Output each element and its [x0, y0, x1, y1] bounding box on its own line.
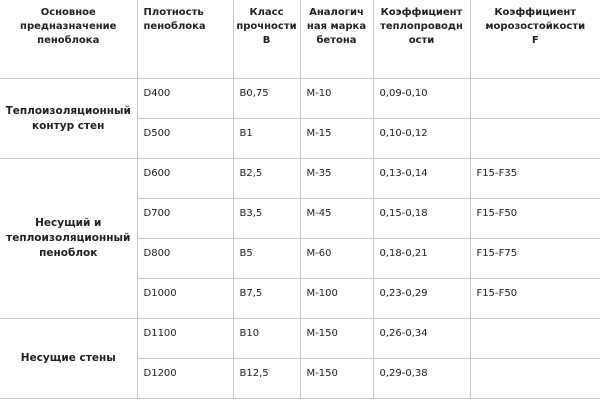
- grade-cell: М-100: [299, 278, 374, 319]
- grade-cell: М-60: [299, 238, 374, 279]
- column-header: Коэффициент теплопроводн ости: [372, 0, 471, 79]
- frost-cell: [469, 358, 600, 399]
- strength-cell: В10: [232, 318, 301, 359]
- header-row: Основное предназначение пеноблока Плотность…: [0, 0, 600, 79]
- strength-cell: В2,5: [232, 158, 301, 199]
- density-cell: D1000: [137, 278, 234, 319]
- header-line: пеноблока: [37, 35, 100, 46]
- table-row: D700 В3,5 М-45 0,15-0,18 F15-F50: [0, 198, 600, 239]
- table-row: D800 В5 М-60 0,18-0,21 F15-F75: [0, 238, 600, 279]
- conductivity-cell: 0,29-0,38: [372, 358, 471, 399]
- header-line: Коэффициент: [380, 7, 463, 18]
- grade-cell: М-45: [299, 198, 374, 239]
- density-cell: D400: [136, 78, 234, 119]
- header-line: Плотность: [143, 7, 204, 18]
- density-cell: D1200: [137, 358, 234, 399]
- column-header: Аналогич ная марка бетона: [299, 0, 374, 79]
- header-line: бетона: [316, 35, 357, 46]
- group-label: Теплоизоляционный контур стен: [0, 78, 138, 159]
- grade-cell: М-15: [299, 118, 374, 159]
- frost-cell: [469, 118, 600, 159]
- table-row: Несущий и теплоизоляционный пеноблок D600…: [0, 158, 600, 319]
- strength-cell: В12,5: [232, 358, 301, 399]
- group-label: Несущий и теплоизоляционный пеноблок: [0, 158, 138, 319]
- frost-cell: [469, 318, 600, 359]
- column-header: Коэффициент морозостойкости F: [469, 0, 600, 79]
- strength-cell: В7,5: [232, 278, 301, 319]
- strength-cell: В1: [232, 118, 301, 159]
- header-line: F: [531, 35, 539, 46]
- density-cell: D700: [137, 198, 234, 239]
- column-header: Класс прочности В: [232, 0, 301, 79]
- header-line: Основное: [40, 7, 96, 18]
- header-line: В: [262, 35, 271, 46]
- frost-cell: F15-F75: [469, 238, 600, 279]
- header-line: ости: [408, 35, 435, 46]
- grade-cell: М-150: [299, 358, 374, 399]
- table-row: D1200 В12,5 М-150 0,29-0,38: [0, 358, 600, 399]
- conductivity-cell: 0,09-0,10: [372, 78, 471, 119]
- header-line: ная марка: [306, 21, 367, 32]
- conductivity-cell: 0,23-0,29: [372, 278, 471, 319]
- strength-cell: В5: [232, 238, 301, 279]
- frost-cell: F15-F50: [469, 198, 600, 239]
- frost-cell: F15-F50: [469, 278, 600, 319]
- table-row: Теплоизоляционный контур стен D400 В0,75 М-…: [0, 78, 600, 159]
- strength-cell: В0,75: [232, 78, 301, 119]
- group-label: Несущие стены: [0, 318, 138, 399]
- grade-cell: М-35: [299, 158, 374, 199]
- header-line: пеноблока: [143, 21, 206, 32]
- conductivity-cell: 0,15-0,18: [372, 198, 471, 239]
- density-cell: D500: [137, 118, 234, 159]
- header-line: Коэффициент: [494, 7, 577, 18]
- strength-cell: В3,5: [232, 198, 301, 239]
- table-row: D1000 В7,5 М-100 0,23-0,29 F15-F50: [0, 278, 600, 319]
- grade-cell: М-10: [299, 78, 374, 119]
- frost-cell: [469, 78, 600, 119]
- header-line: прочности: [236, 21, 297, 32]
- column-header: Основное предназначение пеноблока: [0, 0, 138, 79]
- header-line: Аналогич: [309, 7, 364, 18]
- density-cell: D1100: [136, 318, 234, 359]
- table-row: Несущие стены D1100 В10 М-150 0,26-0,34: [0, 318, 600, 399]
- density-cell: D600: [136, 158, 234, 199]
- grade-cell: М-150: [299, 318, 374, 359]
- conductivity-cell: 0,10-0,12: [372, 118, 471, 159]
- header-line: морозостойкости: [485, 21, 586, 32]
- header-line: предназначение: [20, 21, 117, 32]
- header-line: Класс: [249, 7, 284, 18]
- column-header: Плотность пеноблока: [136, 0, 234, 79]
- header-line: теплопроводн: [380, 21, 463, 32]
- conductivity-cell: 0,26-0,34: [372, 318, 471, 359]
- density-cell: D800: [137, 238, 234, 279]
- frost-cell: F15-F35: [469, 158, 600, 199]
- conductivity-cell: 0,13-0,14: [372, 158, 471, 199]
- conductivity-cell: 0,18-0,21: [372, 238, 471, 279]
